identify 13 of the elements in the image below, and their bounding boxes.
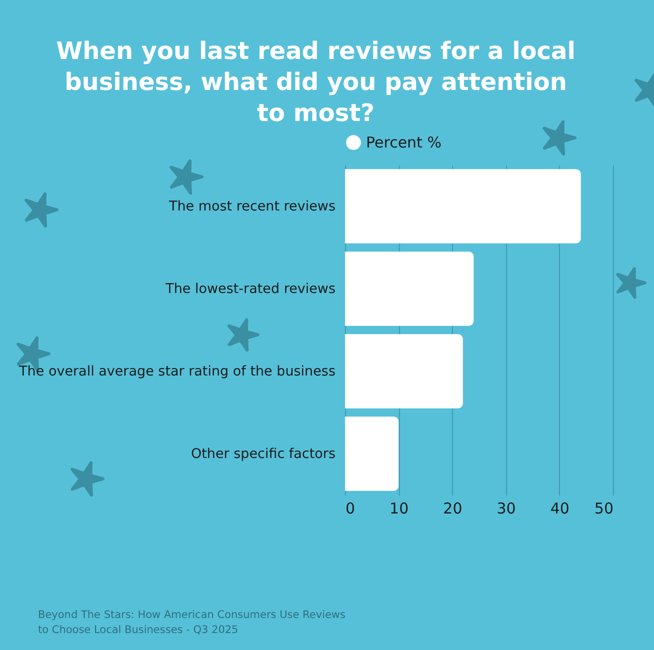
x-tick-label: 50: [594, 500, 614, 518]
y-tick-label: The lowest-rated reviews: [164, 280, 336, 297]
y-tick-label: The most recent reviews: [168, 198, 336, 214]
x-tick-label: 40: [550, 500, 570, 518]
y-tick-label: Other specific factors: [190, 446, 336, 462]
text: Beyond The Stars: How American Consumers Use Reviews to Choose Local Businesses - Q3 2025: [38, 608, 346, 638]
x-tick-label: 0: [346, 500, 356, 518]
chart-title: When you last read reviews for a local business, what did you pay attention to most?: [56, 37, 576, 127]
legend-label: Percent %: [366, 134, 442, 152]
x-tick-label: 10: [390, 500, 409, 518]
y-tick-label: The overall average star rating of the business: [18, 363, 336, 380]
x-tick-label: 30: [496, 500, 516, 518]
x-tick-label: 20: [443, 500, 462, 518]
